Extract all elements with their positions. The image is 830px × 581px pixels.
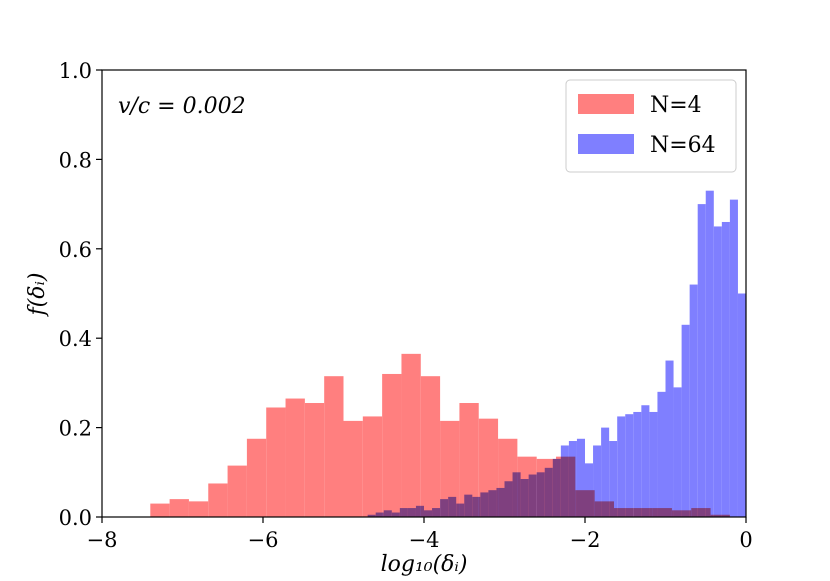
bar (697, 204, 706, 517)
bar (420, 376, 441, 517)
bar (188, 501, 209, 517)
bar (440, 499, 449, 517)
y-tick-label: 1.0 (59, 59, 92, 83)
bar (150, 503, 170, 517)
bar (472, 496, 481, 517)
bar (304, 403, 325, 517)
ticks-layer: −8 −6 −4 −2 0 0.0 0.2 0.4 0.6 0.8 1.0 (59, 59, 753, 552)
bar (375, 512, 384, 517)
bar (512, 472, 521, 517)
bar (649, 411, 658, 517)
bar (544, 467, 553, 517)
bar (504, 481, 513, 517)
bar (459, 403, 479, 517)
velocity-annotation: v/c = 0.002 (118, 94, 246, 119)
bar (227, 465, 247, 517)
bar (560, 445, 569, 517)
bar (713, 226, 722, 517)
x-tick-label: −2 (570, 528, 601, 552)
bar (641, 405, 650, 517)
bar (705, 190, 714, 517)
bar (401, 353, 421, 517)
y-tick-label: 0.4 (59, 327, 92, 351)
bar (456, 503, 465, 517)
bar (424, 510, 433, 517)
bar (432, 508, 441, 517)
bar (568, 441, 577, 517)
bar (383, 510, 392, 517)
bar (169, 499, 189, 517)
bar (737, 293, 746, 517)
bar (617, 416, 626, 517)
x-tick-label: −6 (248, 528, 279, 552)
bar (689, 284, 698, 517)
x-tick-label: −8 (87, 528, 118, 552)
y-tick-label: 0.2 (59, 417, 92, 441)
y-axis-label: f(δᵢ) (25, 273, 50, 318)
bar (480, 492, 489, 517)
bar (657, 391, 666, 517)
x-tick-label: 0 (739, 528, 752, 552)
bar (585, 463, 594, 517)
legend-label-n4: N=4 (650, 93, 702, 118)
bar (601, 427, 610, 517)
bar (464, 494, 473, 517)
bar (285, 398, 305, 517)
bar (382, 373, 402, 517)
bar (407, 508, 416, 517)
bar (536, 472, 545, 517)
bar (528, 474, 537, 517)
bar (448, 496, 457, 517)
x-axis-label: log₁₀(δᵢ) (381, 552, 468, 577)
bar (488, 490, 497, 517)
bar (266, 407, 286, 517)
bar (576, 438, 585, 517)
bar (681, 324, 690, 517)
bar (246, 438, 267, 517)
bar (367, 514, 376, 517)
bar (440, 420, 460, 517)
x-tick-label: −4 (409, 528, 440, 552)
bar (673, 387, 682, 517)
legend: N=4 N=64 (565, 79, 737, 173)
bar (208, 483, 228, 517)
bar (399, 508, 408, 517)
bar (729, 199, 738, 517)
bar (362, 416, 383, 517)
bars-layer (150, 190, 746, 518)
y-tick-label: 0.8 (59, 148, 92, 172)
bar (633, 411, 642, 517)
bar (665, 360, 674, 517)
bar (593, 445, 602, 517)
legend-swatch-n4 (578, 94, 634, 114)
bar (391, 512, 400, 517)
bar (721, 221, 730, 518)
bar (520, 479, 529, 517)
y-tick-label: 0.6 (59, 238, 92, 262)
bar (324, 376, 344, 517)
y-tick-label: 0.0 (59, 506, 92, 530)
series-n64 (367, 190, 746, 518)
bar (552, 458, 561, 517)
bar (625, 414, 634, 517)
bar (415, 505, 424, 517)
legend-swatch-n64 (578, 134, 634, 154)
legend-label-n64: N=64 (650, 133, 716, 158)
bar (343, 420, 363, 517)
bar (609, 441, 618, 517)
bar (496, 487, 505, 517)
series-n4 (150, 353, 730, 517)
